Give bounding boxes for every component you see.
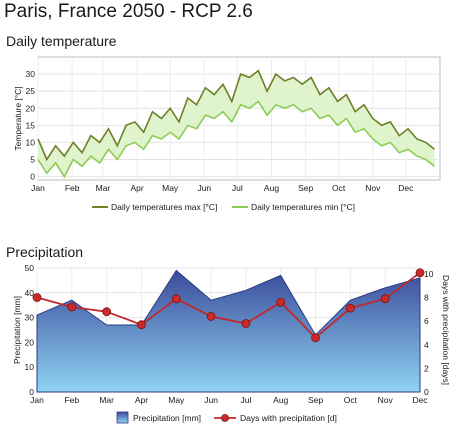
precipitation-x-tick-label: Dec xyxy=(412,395,428,405)
precipitation-x-tick-label: Jul xyxy=(240,395,251,405)
temperature-chart-title: Daily temperature xyxy=(6,33,117,49)
precipitation-right-tick-label: 0 xyxy=(424,387,429,397)
temperature-x-tick-label: Dec xyxy=(398,183,414,193)
temperature-x-tick-label: Feb xyxy=(65,183,80,193)
page-title: Paris, France 2050 - RCP 2.6 xyxy=(4,1,253,22)
days-with-precipitation-point xyxy=(102,307,112,317)
temperature-x-tick-label: Apr xyxy=(131,183,144,193)
temperature-x-tick-label: Jun xyxy=(197,183,211,193)
precipitation-x-tick-label: Jun xyxy=(204,395,218,405)
temperature-x-tick-label: Aug xyxy=(264,183,279,193)
temperature-y-tick-label: 25 xyxy=(26,86,36,96)
legend-swatch-days-marker xyxy=(221,414,229,422)
legend-label-precipitation: Precipitation [mm] xyxy=(133,413,201,423)
temperature-max-line xyxy=(37,69,435,162)
precipitation-right-tick-label: 2 xyxy=(424,363,429,373)
days-with-precipitation-line xyxy=(36,271,421,339)
precipitation-right-tick-label: 6 xyxy=(424,316,429,326)
precipitation-left-tick-label: 10 xyxy=(25,362,35,372)
days-with-precipitation-point xyxy=(241,319,251,328)
temperature-x-tick-label: May xyxy=(162,183,179,193)
precipitation-left-tick-label: 20 xyxy=(25,337,35,347)
days-with-precipitation-point xyxy=(345,303,355,313)
temperature-chart: 0 5 10 15 20 25 30 Jan Feb Mar Apr May Jun Jul Aug Sep O… xyxy=(13,56,441,212)
days-with-precipitation-point xyxy=(137,320,146,330)
precipitation-left-tick-label: 40 xyxy=(25,288,35,298)
precipitation-x-tick-label: Mar xyxy=(99,395,114,405)
days-with-precipitation-point xyxy=(32,293,42,302)
precipitation-left-tick-label: 30 xyxy=(25,313,35,323)
precipitation-left-axis-label: Precipitation [mm] xyxy=(12,296,22,364)
precipitation-x-tick-label: Apr xyxy=(135,395,148,405)
temperature-min-line xyxy=(37,100,435,179)
precipitation-right-axis-label: Days with precipitation [days] xyxy=(441,275,451,385)
temperature-x-tick-label: Jul xyxy=(232,183,243,193)
precipitation-left-tick-label: 50 xyxy=(25,263,35,273)
legend-swatch-precipitation xyxy=(116,411,129,424)
days-with-precipitation-point xyxy=(67,302,77,312)
precipitation-x-tick-label: Sep xyxy=(308,395,323,405)
temperature-x-tick-label: Mar xyxy=(96,183,111,193)
precipitation-left-tick-label: 0 xyxy=(29,387,34,397)
precipitation-x-tick-label: Aug xyxy=(273,395,288,405)
days-with-precipitation-point xyxy=(415,268,425,278)
precipitation-x-tick-label: Oct xyxy=(344,395,358,405)
precipitation-chart: 0 10 20 30 40 50 0 2 4 6 8 10 Jan Feb Mar Apr May Jun Jul A… xyxy=(12,263,451,424)
temperature-x-tick-label: Sep xyxy=(298,183,313,193)
precipitation-right-tick-label: 10 xyxy=(424,269,434,279)
days-with-precipitation-point xyxy=(206,312,216,321)
precipitation-chart-title: Precipitation xyxy=(6,244,84,260)
legend-label-temperature-max: Daily temperatures max [°C] xyxy=(111,202,217,212)
temperature-y-tick-label: 5 xyxy=(30,155,35,165)
precipitation-right-tick-label: 8 xyxy=(424,293,429,303)
temperature-x-tick-label: Oct xyxy=(332,183,346,193)
temperature-range-band xyxy=(38,70,435,177)
precipitation-x-tick-label: Jan xyxy=(30,395,44,405)
temperature-x-tick-label: Nov xyxy=(365,183,381,193)
precipitation-area xyxy=(36,269,421,393)
legend-label-temperature-min: Daily temperatures min [°C] xyxy=(251,202,355,212)
days-with-precipitation-point xyxy=(380,294,390,304)
temperature-y-tick-label: 30 xyxy=(26,69,36,79)
days-with-precipitation-point xyxy=(171,294,181,304)
precipitation-x-tick-label: May xyxy=(168,395,185,405)
days-with-precipitation-point xyxy=(311,333,320,343)
temperature-x-tick-label: Jan xyxy=(31,183,45,193)
legend-label-days-with-precipitation: Days with precipitation [d] xyxy=(240,413,337,423)
temperature-y-tick-label: 0 xyxy=(30,172,35,182)
temperature-y-axis-label: Temperature [°C] xyxy=(13,86,23,150)
precipitation-x-tick-label: Feb xyxy=(64,395,79,405)
days-with-precipitation-point xyxy=(276,297,286,307)
temperature-y-tick-label: 10 xyxy=(26,137,36,147)
precipitation-x-tick-label: Nov xyxy=(378,395,394,405)
precipitation-right-tick-label: 4 xyxy=(424,340,429,350)
temperature-y-tick-label: 15 xyxy=(26,120,36,130)
temperature-y-tick-label: 20 xyxy=(26,103,36,113)
